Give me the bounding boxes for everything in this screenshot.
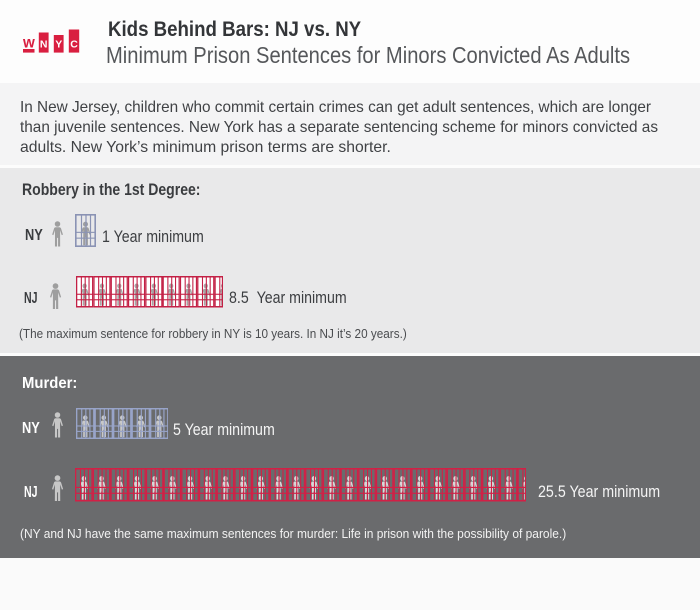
svg-text:Y: Y — [55, 39, 62, 51]
svg-text:w: w — [22, 34, 35, 51]
svg-text:N: N — [40, 39, 48, 51]
svg-text:C: C — [70, 39, 78, 51]
